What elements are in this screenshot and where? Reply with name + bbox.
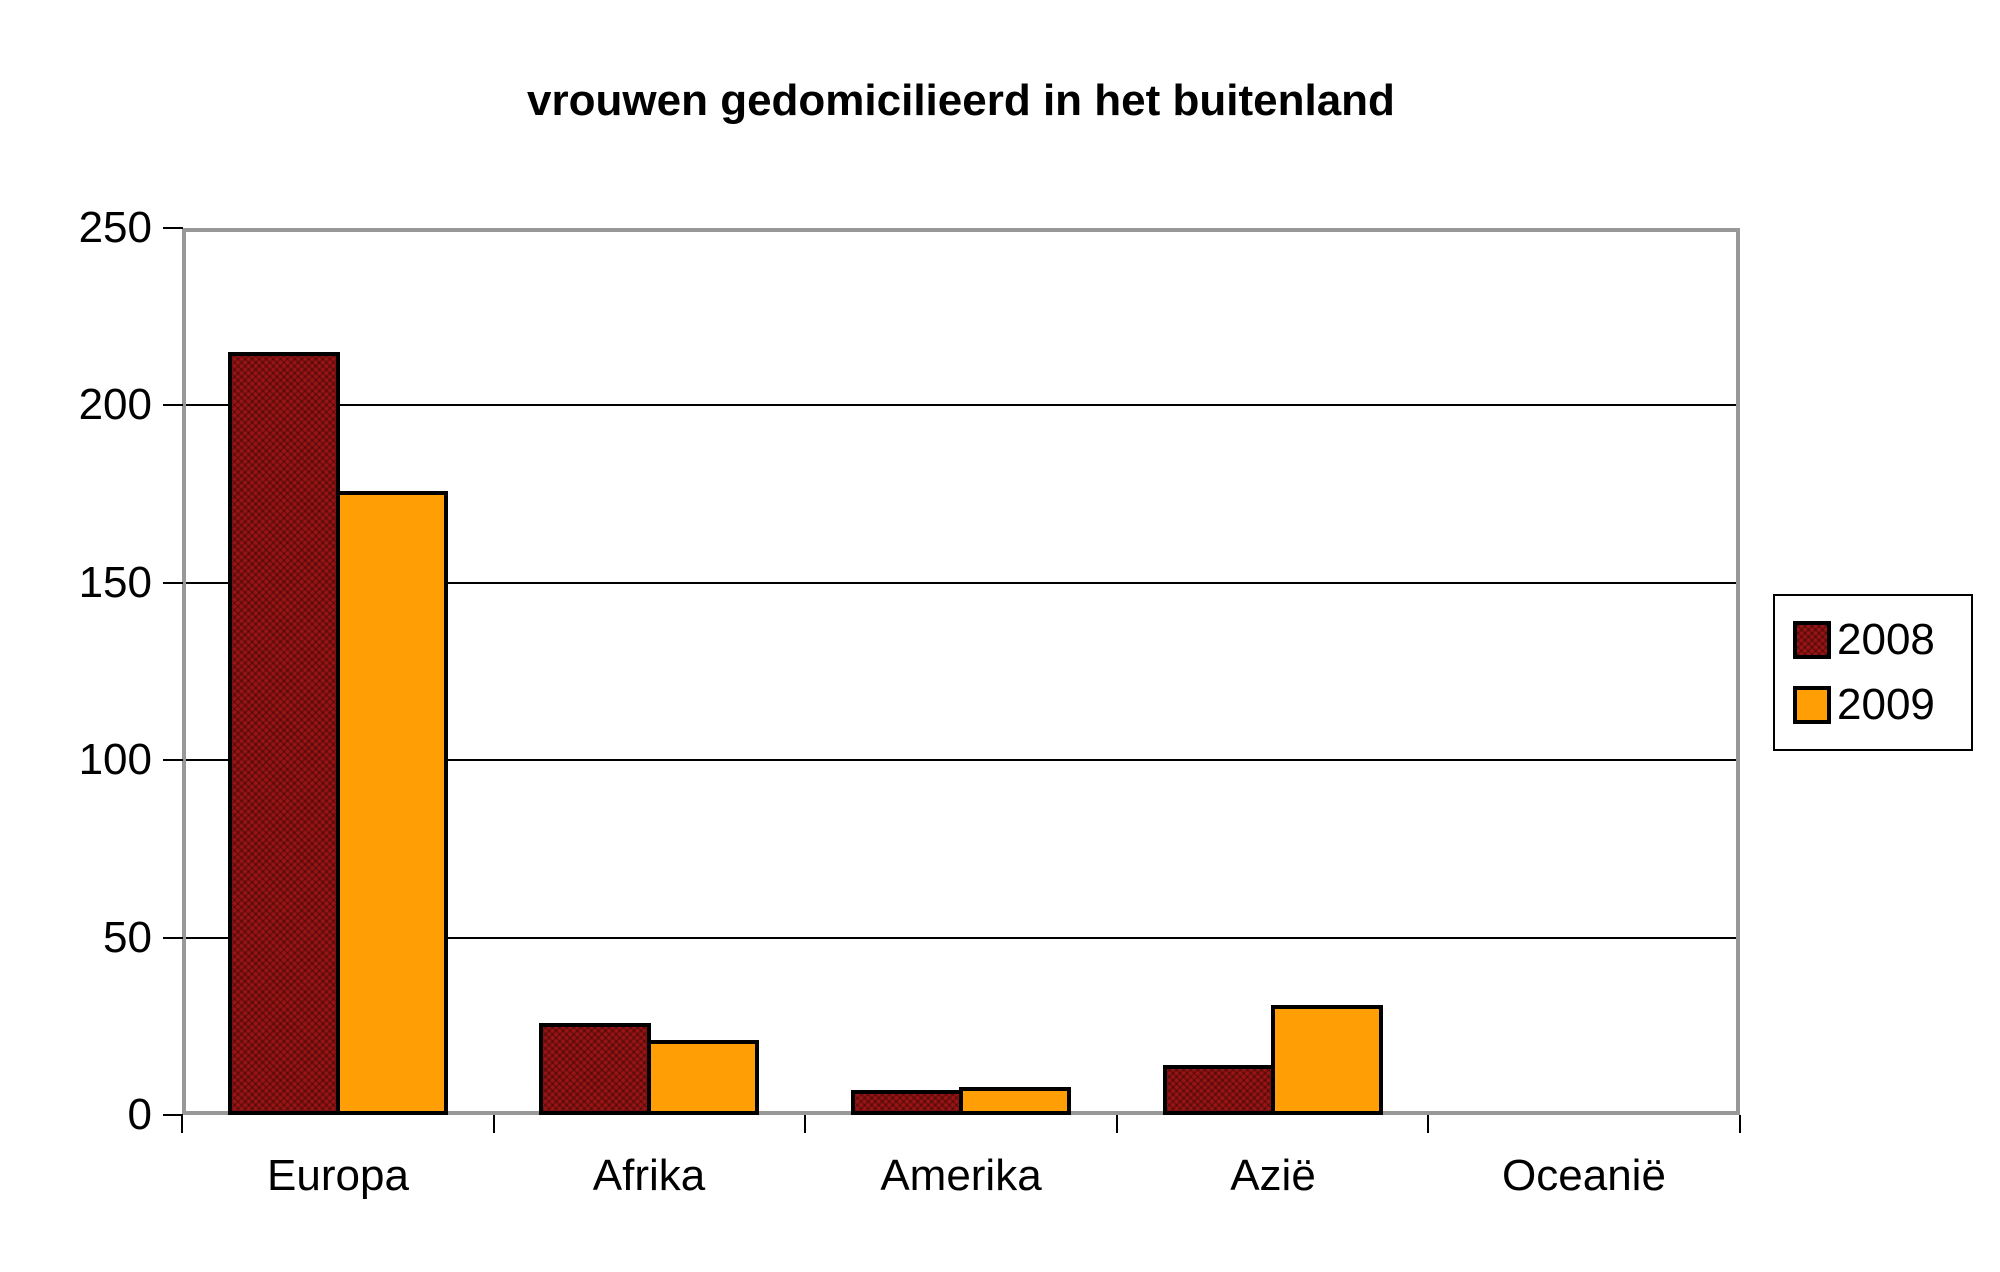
x-axis-label-afrika: Afrika [592,1151,706,1200]
gridline-50 [186,937,1736,939]
x-axis-tick-2 [804,1115,806,1133]
y-axis-tick-label-250: 250 [78,203,152,252]
x-axis-label-amerika: Amerika [880,1151,1042,1200]
bar-2008-amerika [851,1090,963,1115]
x-axis-tick-3 [1116,1115,1118,1133]
x-axis-label-oceanië: Oceanië [1502,1151,1666,1200]
legend-item-2008: 2008 [1793,614,1971,664]
x-axis-label-europa: Europa [267,1151,409,1200]
y-axis-tick-label-50: 50 [103,913,152,962]
x-axis-label-azië: Azië [1230,1151,1316,1200]
y-axis-tick-label-100: 100 [78,735,152,784]
y-axis-tick-100 [163,759,183,761]
y-axis-tick-150 [163,582,183,584]
y-axis-tick-250 [163,227,183,229]
x-axis-tick-0 [181,1115,183,1133]
y-axis-tick-label-0: 0 [127,1090,152,1139]
bar-2008-afrika [539,1023,651,1115]
bar-2009-afrika [647,1040,759,1115]
legend: 2008 2009 [1773,594,1973,751]
y-axis-tick-label-150: 150 [78,558,152,607]
legend-label-2009: 2009 [1837,680,1935,730]
legend-swatch-2009 [1793,686,1831,725]
bar-2009-europa [336,491,448,1115]
x-axis-tick-5 [1739,1115,1741,1133]
legend-swatch-2008 [1793,620,1831,659]
bar-2008-europa [228,352,340,1115]
gridline-200 [186,404,1736,406]
legend-item-2009: 2009 [1793,683,1971,727]
chart-title: vrouwen gedomicilieerd in het buitenland [527,76,1395,125]
y-axis-tick-200 [163,404,183,406]
bar-2008-azië [1163,1065,1275,1115]
y-axis-tick-0 [163,1114,183,1116]
y-axis-tick-50 [163,937,183,939]
gridline-150 [186,582,1736,584]
y-axis-tick-label-200: 200 [78,380,152,429]
bar-2009-amerika [959,1087,1071,1115]
x-axis-tick-4 [1427,1115,1429,1133]
x-axis-tick-1 [493,1115,495,1133]
bar-2009-azië [1271,1005,1383,1115]
legend-label-2008: 2008 [1837,614,1935,664]
gridline-100 [186,759,1736,761]
